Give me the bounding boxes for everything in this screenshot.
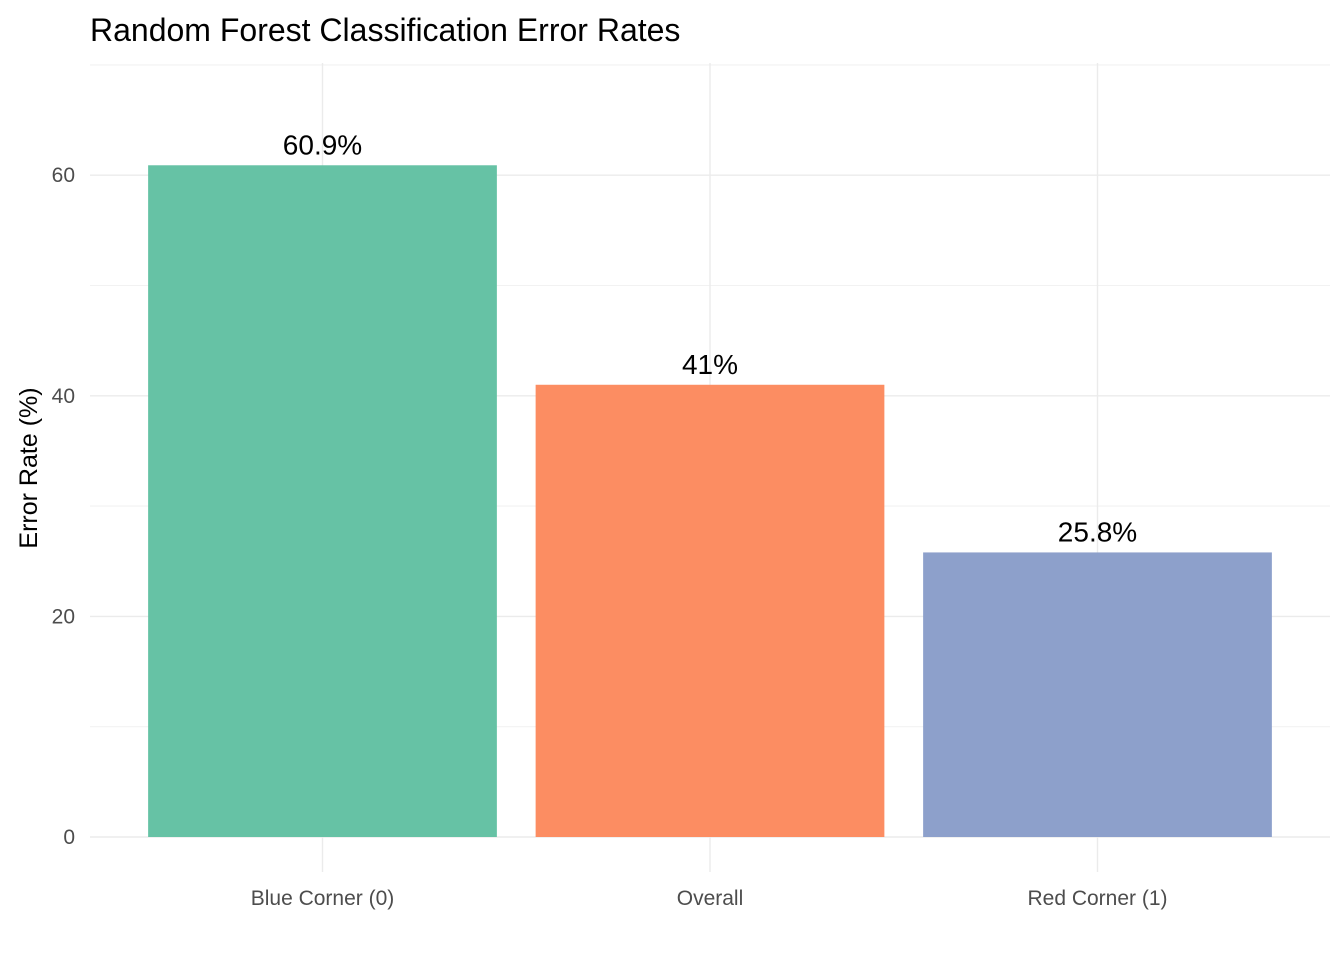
x-tick-label: Overall bbox=[677, 887, 744, 910]
bar bbox=[148, 165, 497, 837]
y-tick-label: 60 bbox=[52, 164, 75, 187]
y-tick-label: 40 bbox=[52, 385, 75, 408]
data-labels: 60.9% 41% 25.8% bbox=[283, 129, 1137, 547]
bar-value-label: 25.8% bbox=[1058, 516, 1137, 547]
bar-value-label: 41% bbox=[682, 349, 738, 380]
axes: 0 20 40 60 Blue Corner (0) Overall Red Corner … bbox=[52, 164, 1168, 910]
x-tick-label: Blue Corner (0) bbox=[251, 887, 395, 910]
x-tick-label: Red Corner (1) bbox=[1027, 887, 1167, 910]
y-axis-title: Error Rate (%) bbox=[15, 387, 43, 548]
y-tick-label: 20 bbox=[52, 605, 75, 628]
bar bbox=[535, 384, 885, 837]
bar-value-label: 60.9% bbox=[283, 129, 362, 160]
chart-title: Random Forest Classification Error Rates bbox=[90, 12, 680, 48]
bars bbox=[148, 165, 1272, 837]
y-tick-label: 0 bbox=[63, 826, 75, 849]
bar bbox=[923, 552, 1272, 837]
